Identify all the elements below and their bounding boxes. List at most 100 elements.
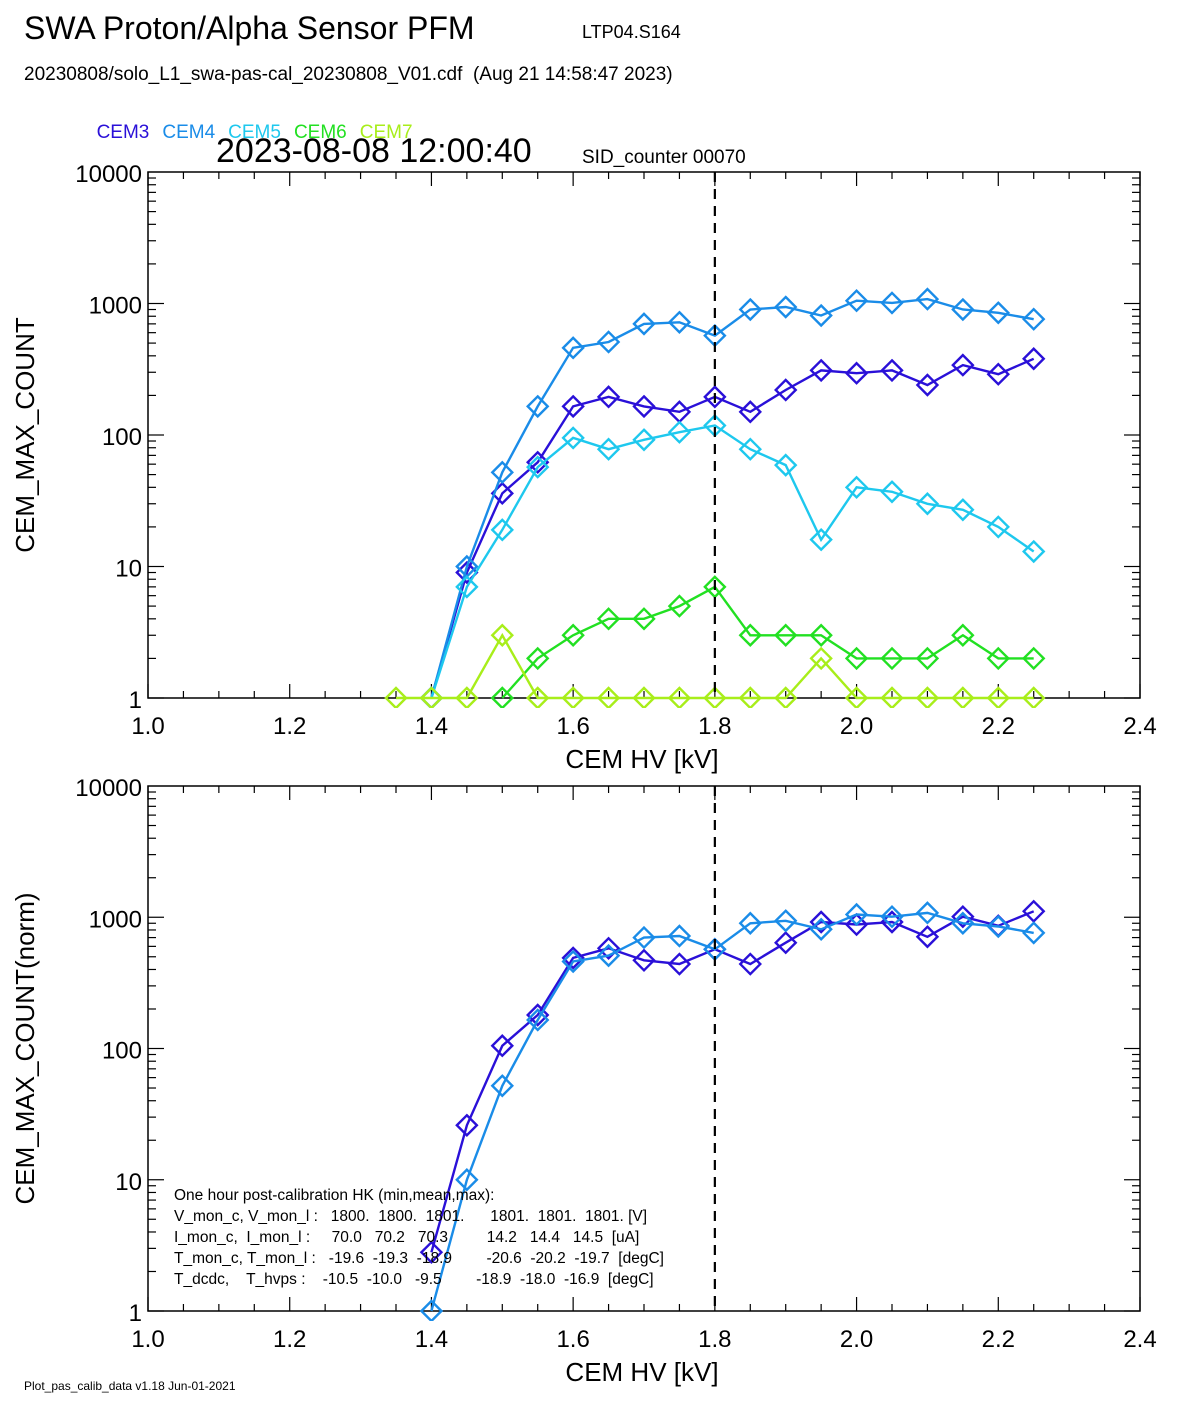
data-point-cem3 <box>880 358 904 383</box>
data-point-cem3 <box>1022 899 1046 923</box>
data-point-cem3 <box>951 904 975 929</box>
data-point-cem6 <box>561 623 585 647</box>
x-tick-label: 1.4 <box>415 1326 448 1353</box>
data-point-cem4 <box>915 901 940 925</box>
data-point-cem6 <box>596 607 621 631</box>
datetime: 2023-08-08 12:00:40 <box>216 132 532 170</box>
data-point-cem4 <box>419 1299 444 1321</box>
data-point-cem5 <box>632 428 656 452</box>
data-point-cem3 <box>774 930 798 955</box>
data-point-cem5 <box>809 527 833 552</box>
data-point-cem6 <box>703 575 727 599</box>
data-point-cem4 <box>915 287 940 311</box>
data-point-cem3 <box>738 952 762 976</box>
x-tick-label: 1.4 <box>415 713 448 740</box>
data-point-cem4 <box>667 924 692 948</box>
x-tick-label: 1.6 <box>556 713 589 740</box>
data-point-cem5 <box>1022 539 1046 564</box>
data-point-cem6 <box>526 646 550 671</box>
series-cem4 <box>419 287 1046 708</box>
data-point-cem7 <box>490 623 514 647</box>
data-point-cem7 <box>667 686 692 708</box>
data-point-cem4 <box>490 460 514 485</box>
data-point-cem3 <box>703 385 727 409</box>
data-point-cem5 <box>774 453 798 477</box>
series-line-cem7 <box>396 632 1034 700</box>
data-point-cem4 <box>596 330 621 354</box>
data-point-cem3 <box>738 400 762 424</box>
data-point-cem6 <box>632 607 656 631</box>
data-point-cem7 <box>774 686 798 708</box>
data-point-cem6 <box>951 623 975 647</box>
x-tick-label: 1.6 <box>556 1326 589 1353</box>
file-info: 20230808/solo_L1_swa-pas-cal_20230808_V0… <box>24 64 673 85</box>
data-point-cem4 <box>809 303 833 328</box>
data-point-cem3 <box>561 394 585 419</box>
data-point-cem6 <box>1022 646 1046 671</box>
data-point-cem7 <box>986 686 1010 708</box>
data-point-cem6 <box>490 686 514 708</box>
data-point-cem7 <box>561 686 585 708</box>
data-point-cem4 <box>632 925 656 950</box>
y-tick-label: 1000 <box>89 906 142 933</box>
y-tick-label: 10000 <box>75 775 142 802</box>
y-tick-label: 1000 <box>89 293 142 320</box>
data-point-cem3 <box>844 361 869 385</box>
data-point-cem5 <box>561 426 585 450</box>
series-cem4 <box>419 901 1046 1321</box>
data-point-cem3 <box>667 952 692 976</box>
data-point-cem7 <box>1022 686 1046 708</box>
data-point-cem4 <box>596 943 621 968</box>
data-point-cem4 <box>738 297 762 322</box>
data-point-cem7 <box>844 686 869 708</box>
page-title: SWA Proton/Alpha Sensor PFM <box>24 10 475 46</box>
x-ticks <box>147 786 1141 1311</box>
y-tick-label: 10000 <box>75 161 142 188</box>
chart-1: 1.0 1.2 1.4 1.6 1.8 2.0 2.2 2.4 1 10 100 1000 10000 C… <box>10 161 1157 774</box>
data-point-cem3 <box>632 948 656 972</box>
legend-item-cem6: CEM6 <box>293 122 347 143</box>
x-axis-label: CEM HV [kV] <box>565 1357 718 1387</box>
data-point-cem6 <box>880 646 904 671</box>
data-point-cem5 <box>915 492 940 516</box>
data-point-cem3 <box>915 925 940 949</box>
y-ticks <box>148 177 1140 699</box>
data-point-cem3 <box>596 385 621 409</box>
data-point-cem3 <box>809 910 833 934</box>
data-point-cem7 <box>703 686 727 708</box>
data-point-cem7 <box>632 686 656 708</box>
legend: CEM3 CEM4 CEM5 CEM6 CEM7 <box>86 100 426 144</box>
data-point-cem7 <box>809 646 833 671</box>
series-cem5 <box>419 413 1046 708</box>
hk-heading: One hour post-calibration HK (min,mean,m… <box>174 1187 494 1204</box>
data-point-cem5 <box>490 518 514 542</box>
y-tick-label: 1 <box>129 1300 142 1327</box>
series-line-cem4 <box>430 297 1034 699</box>
data-point-cem5 <box>667 420 692 444</box>
data-point-cem6 <box>844 646 869 671</box>
data-point-cem5 <box>596 437 621 461</box>
data-point-cem4 <box>738 911 762 935</box>
data-point-cem3 <box>809 358 833 383</box>
data-point-cem4 <box>667 310 692 334</box>
data-point-cem7 <box>880 686 904 708</box>
data-point-cem4 <box>526 394 550 419</box>
y-tick-label: 100 <box>102 1038 142 1065</box>
y-axis-label: CEM_MAX_COUNT(norm) <box>10 892 40 1204</box>
data-point-cem4 <box>774 909 798 933</box>
y-ticks <box>148 791 1140 1312</box>
data-point-cem5 <box>951 498 975 522</box>
data-point-cem6 <box>915 646 940 671</box>
y-tick-label: 10 <box>115 1169 142 1196</box>
data-point-cem3 <box>561 946 585 970</box>
y-tick-label: 100 <box>102 424 142 451</box>
series-group <box>384 287 1046 708</box>
data-point-cem4 <box>809 917 833 941</box>
data-point-cem4 <box>490 1074 514 1098</box>
data-point-cem4 <box>1022 921 1046 945</box>
x-tick-label: 1.2 <box>273 1326 306 1353</box>
data-point-cem6 <box>774 623 798 647</box>
data-point-cem7 <box>455 686 479 708</box>
legend-item-cem7: CEM7 <box>359 122 413 143</box>
